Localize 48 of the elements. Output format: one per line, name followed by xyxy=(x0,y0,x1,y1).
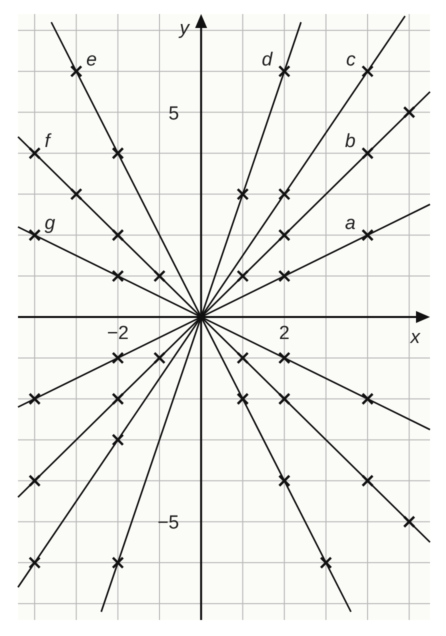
series-label: b xyxy=(345,131,356,152)
y-axis-title: y xyxy=(178,18,191,39)
point xyxy=(278,188,291,200)
point xyxy=(320,556,332,569)
series-label: e xyxy=(86,49,97,70)
point xyxy=(112,434,124,446)
series-label: g xyxy=(44,213,56,234)
point xyxy=(28,228,41,242)
point xyxy=(112,392,124,406)
point xyxy=(236,270,249,282)
series-label: c xyxy=(346,49,356,70)
x-tick-label: −2 xyxy=(107,323,129,344)
point xyxy=(28,556,41,569)
y-tick-label: −5 xyxy=(157,512,180,534)
point xyxy=(112,270,124,282)
point xyxy=(361,474,374,487)
point xyxy=(278,474,291,487)
point xyxy=(112,352,124,364)
point xyxy=(153,270,166,282)
point xyxy=(361,228,374,242)
point xyxy=(278,352,291,364)
x-axis-title: x xyxy=(410,327,422,348)
point xyxy=(112,228,124,242)
point xyxy=(112,147,124,160)
point xyxy=(70,188,82,200)
point xyxy=(28,147,41,160)
point xyxy=(402,516,416,528)
point xyxy=(402,106,416,118)
point xyxy=(236,188,249,200)
y-tick-label: 5 xyxy=(168,103,180,124)
point xyxy=(278,65,291,78)
point xyxy=(112,556,124,569)
point xyxy=(28,392,41,406)
point xyxy=(28,474,41,487)
point xyxy=(278,392,291,406)
point xyxy=(361,147,374,160)
point xyxy=(70,65,82,78)
point xyxy=(236,352,249,364)
point xyxy=(361,65,374,78)
point xyxy=(153,352,166,364)
series-label: f xyxy=(44,131,52,152)
point xyxy=(278,228,291,242)
x-tick-label: 2 xyxy=(279,323,290,344)
point xyxy=(278,270,291,282)
point xyxy=(361,392,374,406)
series-label: d xyxy=(262,49,274,70)
series-label: a xyxy=(345,213,356,234)
point xyxy=(236,392,249,406)
